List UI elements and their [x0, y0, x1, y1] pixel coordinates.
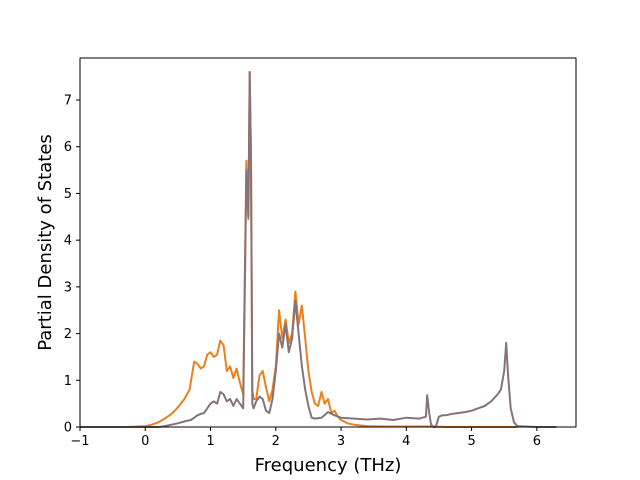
y-tick-label: 2: [64, 327, 72, 342]
y-axis-label: Partial Density of States: [35, 134, 56, 351]
series-line-2: [80, 71, 557, 428]
x-tick-label: 2: [272, 434, 280, 449]
y-tick-label: 4: [64, 234, 72, 249]
y-tick-label: 7: [64, 94, 72, 109]
x-tick-label: −1: [70, 434, 89, 449]
y-tick-label: 1: [64, 374, 72, 389]
y-axis-ticks: 0 1 2 3 4 5 6 7: [64, 94, 80, 436]
x-axis-label: Frequency (THz): [255, 455, 402, 476]
x-tick-label: 5: [467, 434, 475, 449]
x-axis-ticks: −1 0 1 2 3 4 5 6: [70, 427, 541, 449]
x-tick-label: 6: [533, 434, 541, 449]
y-tick-label: 0: [64, 421, 72, 436]
x-tick-label: 3: [337, 434, 345, 449]
y-tick-label: 6: [64, 140, 72, 155]
y-tick-label: 5: [64, 187, 72, 202]
axes-frame: [79, 57, 577, 428]
x-tick-label: 1: [206, 434, 214, 449]
x-tick-label: 0: [141, 434, 149, 449]
x-tick-label: 4: [402, 434, 410, 449]
y-tick-label: 3: [64, 280, 72, 295]
